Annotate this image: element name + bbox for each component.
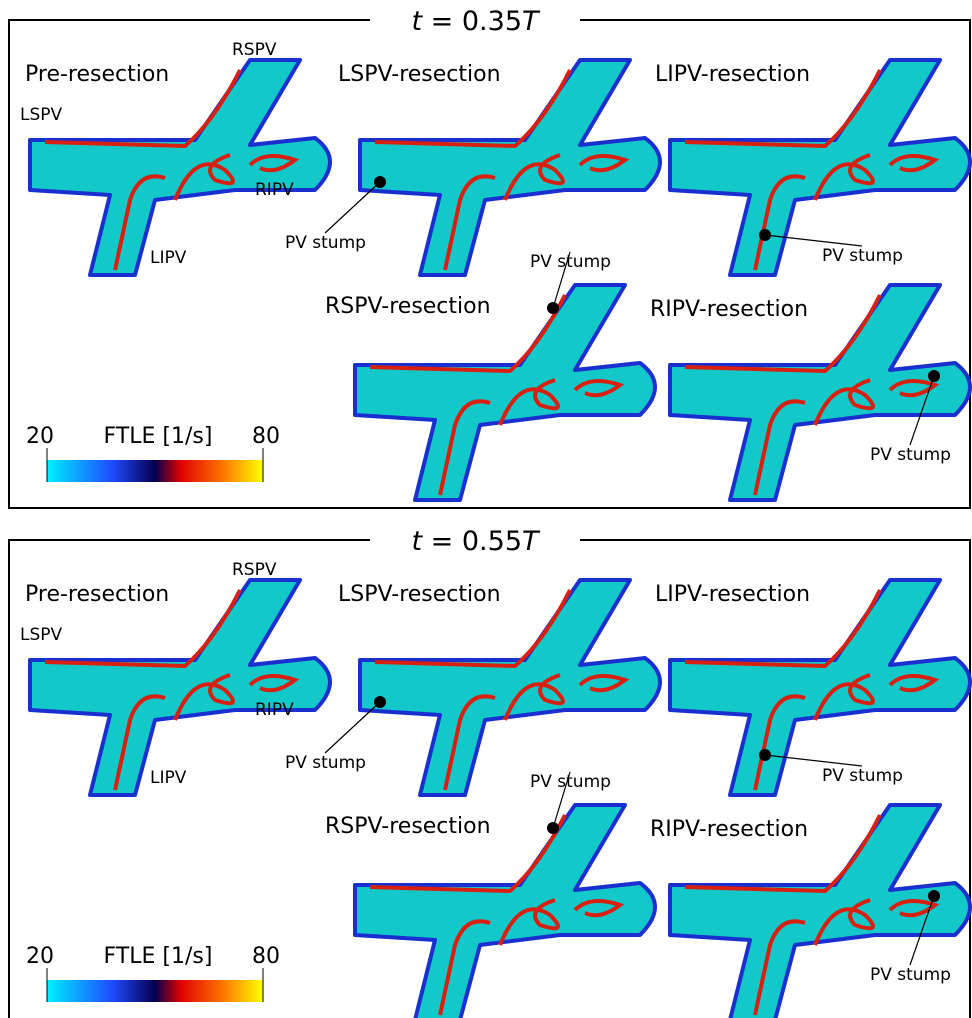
title-part: T <box>522 6 541 37</box>
stump-marker <box>759 749 771 761</box>
stump-marker <box>759 229 771 241</box>
title-part: T <box>522 526 541 557</box>
colorbar <box>47 460 263 482</box>
colorbar-min: 20 <box>26 944 54 969</box>
colorbar-max: 80 <box>252 944 280 969</box>
title-part: = 0.35 <box>422 6 522 37</box>
subpanel-label: Pre-resection <box>25 62 169 87</box>
annotation: LIPV <box>150 248 187 268</box>
colorbar-min: 20 <box>26 424 54 449</box>
colorbar <box>47 980 263 1002</box>
flow-field <box>360 60 660 275</box>
panel-title: t = 0.35T <box>412 6 542 37</box>
subpanel-label: LIPV-resection <box>655 62 810 87</box>
subpanel-label: RSPV-resection <box>325 294 491 319</box>
flow-field <box>670 60 970 275</box>
subpanel-label: LSPV-resection <box>338 62 501 87</box>
annotation: PV stump <box>530 772 611 792</box>
subpanel-label: RIPV-resection <box>650 297 808 322</box>
subpanel-label: LSPV-resection <box>338 582 501 607</box>
stump-marker <box>928 890 940 902</box>
colorbar-label: FTLE [1/s] <box>104 424 213 449</box>
annotation: PV stump <box>530 252 611 272</box>
leader-line <box>325 182 380 233</box>
colorbar-max: 80 <box>252 424 280 449</box>
stump-marker <box>547 822 559 834</box>
annotation: LIPV <box>150 768 187 788</box>
annotation: PV stump <box>285 233 366 253</box>
stump-marker <box>928 370 940 382</box>
annotation: LSPV <box>20 625 63 645</box>
annotation: PV stump <box>822 246 903 266</box>
figure: t = 0.35T Pre-resection LSPV RSPV RIPV LIPV LS… <box>0 0 972 1018</box>
title-part: = 0.55 <box>422 526 522 557</box>
stump-marker <box>374 696 386 708</box>
colorbar-label: FTLE [1/s] <box>104 944 213 969</box>
subpanel-label: RSPV-resection <box>325 814 491 839</box>
stump-marker <box>374 176 386 188</box>
annotation: RSPV <box>232 560 277 580</box>
annotation: RIPV <box>255 700 294 720</box>
flow-field <box>360 580 660 795</box>
annotation: PV stump <box>285 753 366 773</box>
annotation: RIPV <box>255 180 294 200</box>
panel-title: t = 0.55T <box>412 526 542 557</box>
subpanel-label: LIPV-resection <box>655 582 810 607</box>
annotation: PV stump <box>822 766 903 786</box>
annotation: PV stump <box>870 445 951 465</box>
leader-line <box>325 702 380 753</box>
annotation: LSPV <box>20 105 63 125</box>
subpanel-label: RIPV-resection <box>650 817 808 842</box>
subpanel-label: Pre-resection <box>25 582 169 607</box>
stump-marker <box>547 302 559 314</box>
annotation: RSPV <box>232 40 277 60</box>
flow-field <box>670 580 970 795</box>
annotation: PV stump <box>870 965 951 985</box>
